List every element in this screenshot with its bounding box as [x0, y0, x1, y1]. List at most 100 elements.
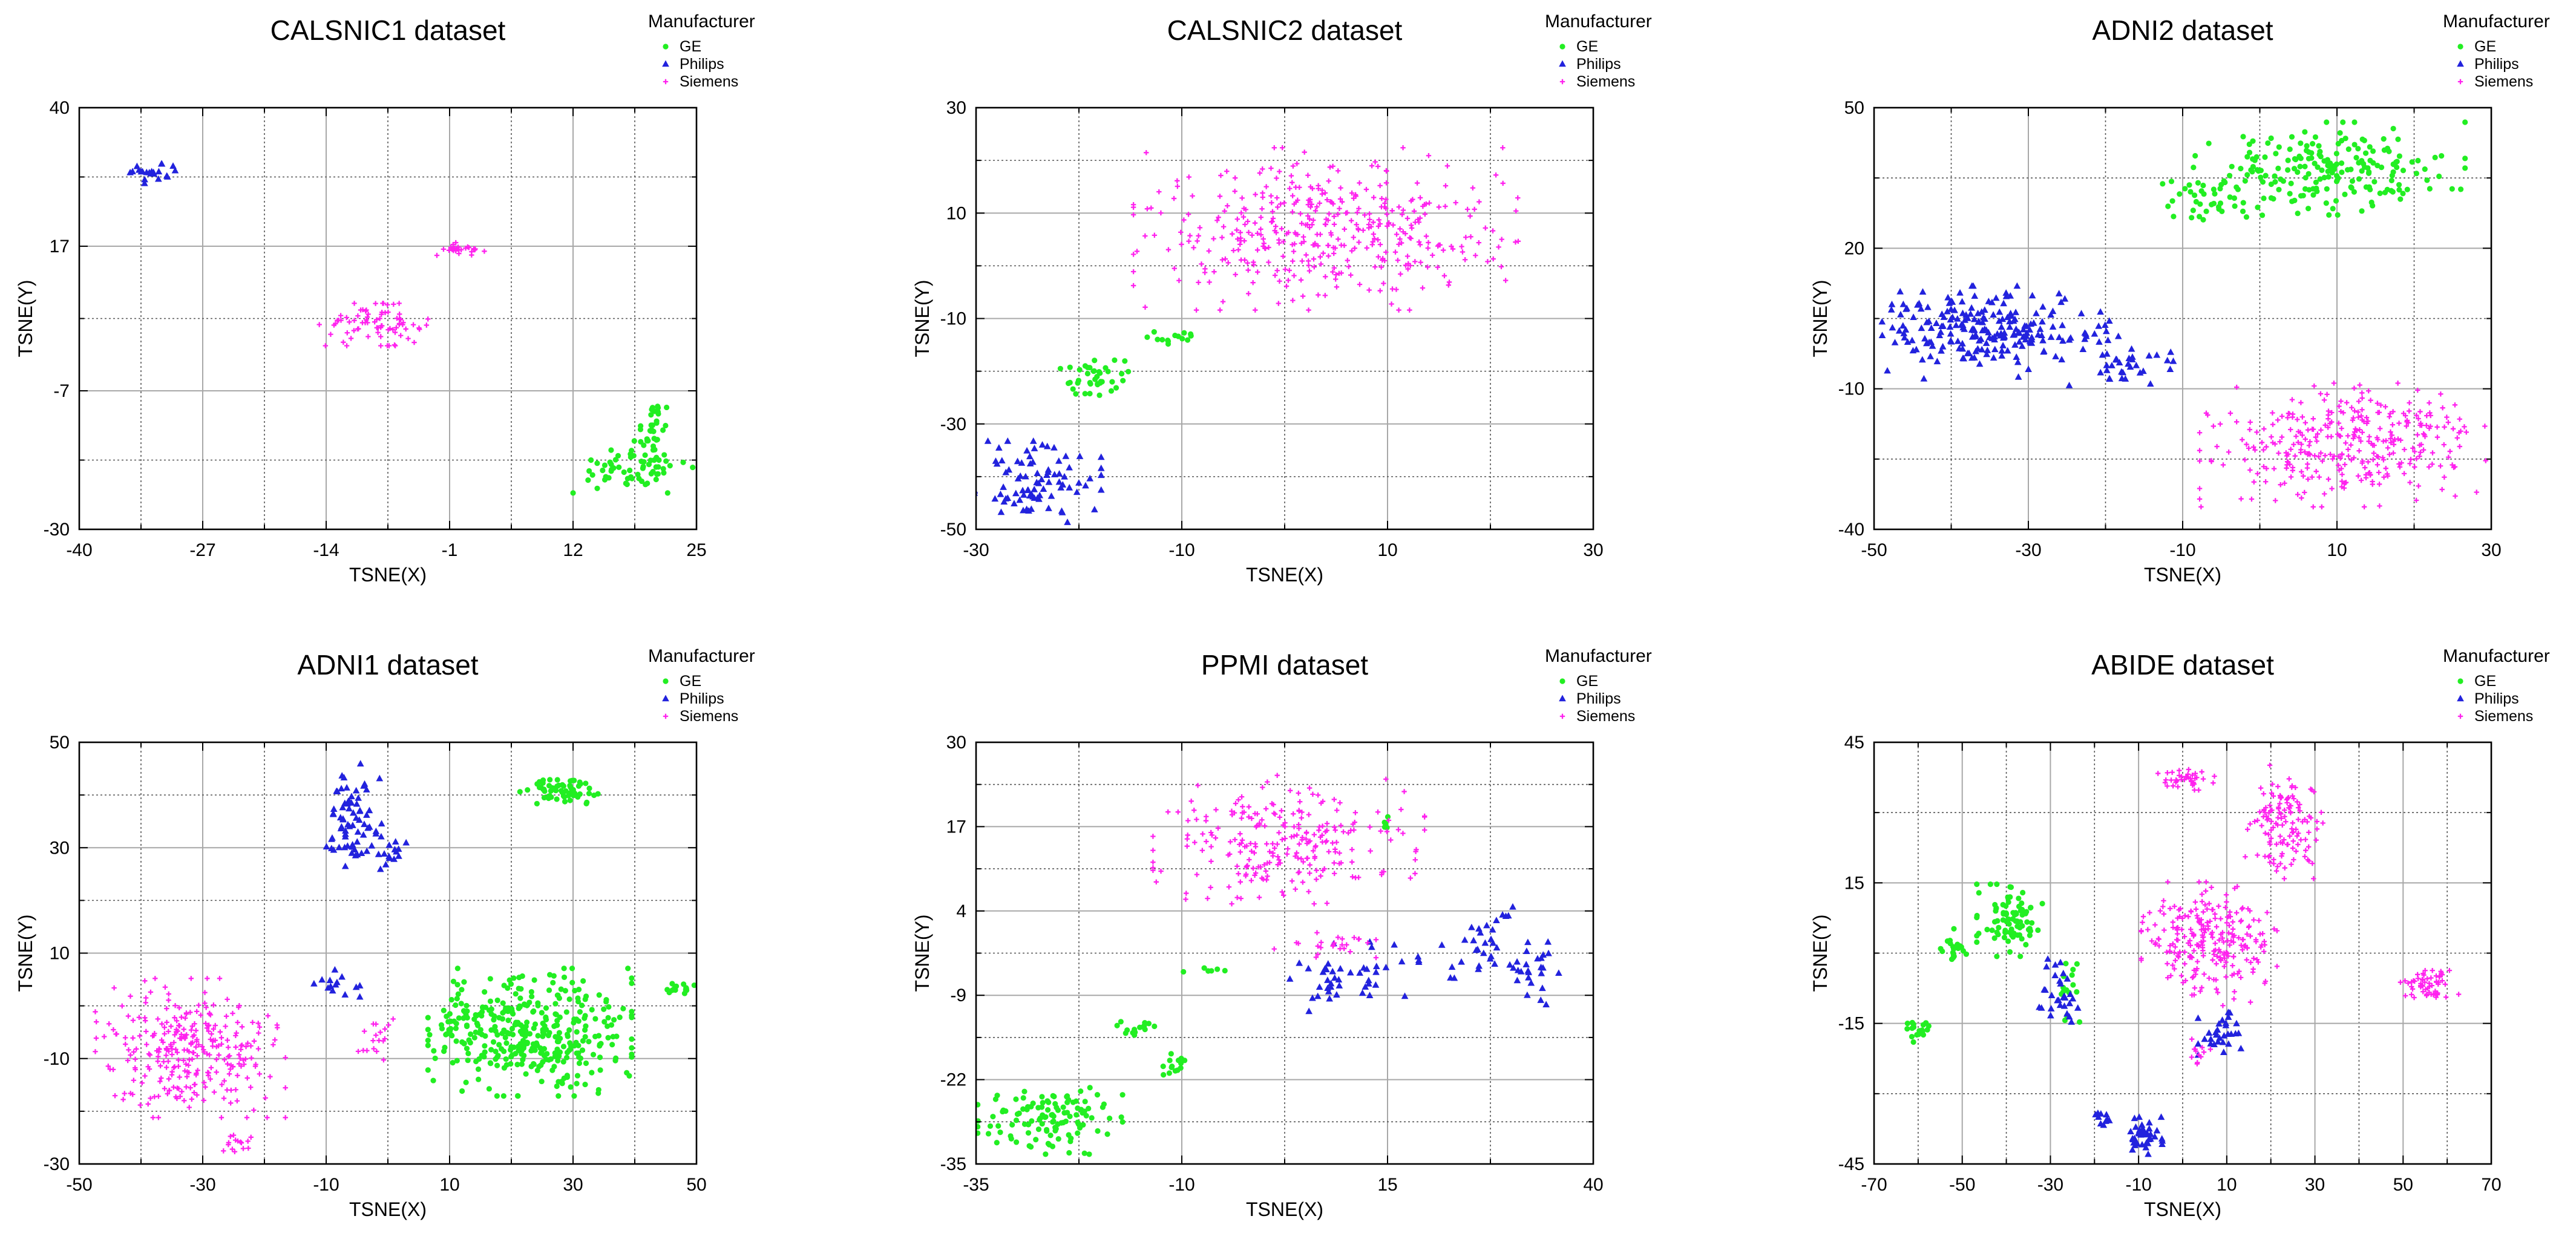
data-point-philips [2145, 1150, 2152, 1157]
data-point-siemens [2447, 448, 2453, 454]
data-point-ge [2272, 173, 2278, 179]
data-points [976, 773, 1562, 1157]
data-point-philips [1012, 489, 1020, 497]
data-point-siemens [2356, 414, 2361, 420]
data-point-siemens [2442, 424, 2447, 430]
data-point-ge [637, 427, 644, 433]
data-point-siemens [155, 1059, 161, 1064]
data-point-ge [2333, 198, 2339, 204]
data-point-philips [323, 843, 330, 850]
legend-title: Manufacturer [1545, 646, 1652, 666]
data-point-siemens [2261, 426, 2267, 432]
data-point-siemens [1398, 271, 1403, 277]
data-point-siemens [2398, 437, 2404, 443]
data-point-siemens [1363, 186, 1369, 192]
data-point-ge [1113, 385, 1119, 391]
data-point-siemens [2205, 923, 2211, 929]
data-point-siemens [2293, 434, 2299, 439]
data-point-ge [523, 1071, 529, 1077]
data-point-philips [1929, 342, 1936, 349]
data-point-philips [2034, 331, 2042, 338]
data-point-ge [571, 1093, 577, 1099]
data-point-philips [2019, 325, 2027, 333]
data-point-philips [1927, 324, 1935, 331]
data-point-philips [2153, 351, 2161, 358]
data-point-siemens [1349, 847, 1355, 852]
data-points [126, 160, 696, 496]
data-point-siemens [2305, 427, 2311, 433]
data-point-philips [346, 822, 353, 829]
data-point-ge [1214, 966, 1221, 972]
data-point-siemens [2336, 468, 2342, 473]
data-point-ge [2390, 169, 2396, 175]
data-point-ge [976, 1130, 981, 1136]
data-point-ge [2221, 178, 2227, 184]
data-point-philips [2214, 1038, 2222, 1045]
data-point-siemens [1331, 214, 1337, 219]
data-point-siemens [1371, 231, 1377, 237]
data-point-siemens [2413, 497, 2419, 503]
data-point-ge [1055, 1136, 1061, 1142]
data-point-siemens [1476, 240, 1482, 246]
data-point-siemens [1261, 241, 1267, 246]
data-point-philips [1970, 315, 1978, 322]
data-point-ge [2355, 146, 2361, 152]
data-point-siemens [1331, 265, 1337, 271]
data-point-siemens [2427, 990, 2432, 995]
data-point-philips [329, 834, 336, 841]
data-point-philips [1066, 483, 1073, 491]
x-tick-label: -14 [313, 540, 339, 560]
data-point-siemens [1296, 826, 1302, 831]
data-point-siemens [1339, 270, 1344, 276]
data-point-ge [2335, 175, 2341, 181]
data-point-siemens [2311, 789, 2317, 794]
data-point-philips [1964, 350, 1971, 356]
data-point-siemens [1351, 235, 1356, 240]
data-point-siemens [2420, 431, 2427, 437]
data-point-siemens [2182, 913, 2188, 918]
data-point-ge [629, 1045, 635, 1051]
data-point-ge [543, 1005, 549, 1011]
data-point-ge [517, 1028, 523, 1034]
data-point-siemens [228, 1087, 234, 1093]
data-point-ge [543, 1015, 549, 1021]
data-point-siemens [376, 1038, 382, 1044]
data-point-philips [2059, 969, 2067, 976]
data-point-siemens [1382, 200, 1388, 206]
data-point-philips [1959, 309, 1967, 316]
y-axis-label: TSNE(Y) [15, 280, 36, 358]
data-point-siemens [155, 1016, 161, 1022]
data-point-siemens [1185, 818, 1191, 823]
data-point-siemens [397, 312, 402, 317]
data-point-philips [1555, 969, 1562, 976]
data-point-siemens [2161, 911, 2167, 917]
data-point-siemens [219, 1082, 224, 1087]
data-point-ge [552, 1022, 559, 1028]
data-point-ge [494, 997, 500, 1004]
data-point-ge [628, 448, 635, 454]
data-point-ge [609, 1042, 615, 1048]
data-point-ge [654, 454, 660, 460]
data-point-siemens [1130, 212, 1136, 218]
data-point-philips [1491, 960, 1498, 967]
data-point-philips [2060, 1002, 2068, 1009]
data-point-ge [2361, 137, 2367, 143]
data-point-siemens [2284, 800, 2290, 806]
y-tick-label: -10 [1838, 379, 1864, 399]
data-point-siemens [2308, 786, 2313, 792]
data-point-ge [2396, 153, 2402, 159]
data-point-ge [1119, 371, 1125, 377]
data-point-ge [1008, 1133, 1014, 1139]
data-point-ge [1066, 1149, 1072, 1156]
data-point-siemens [378, 343, 384, 348]
data-point-siemens [1515, 238, 1521, 244]
data-point-philips [2158, 1137, 2166, 1144]
data-point-siemens [1316, 292, 1321, 298]
data-point-ge [482, 989, 488, 995]
data-point-philips [1513, 958, 1521, 965]
data-point-siemens [177, 1035, 183, 1041]
data-point-ge [1060, 1104, 1066, 1110]
data-point-ge [446, 1027, 452, 1033]
data-point-siemens [2175, 953, 2181, 959]
